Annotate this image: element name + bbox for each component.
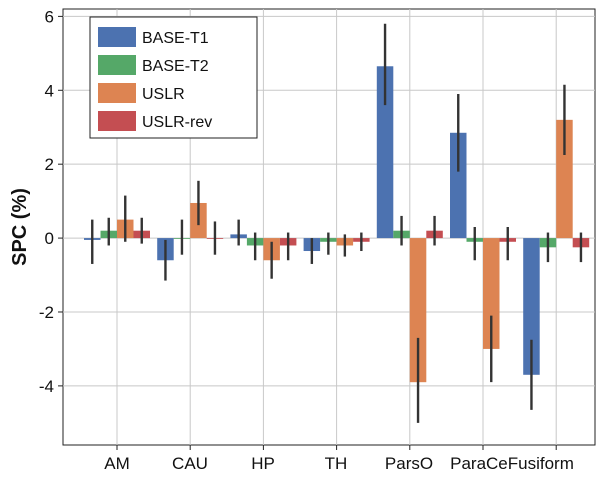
y-tick-label: 0 (45, 229, 54, 248)
legend-label-uslr: USLR (142, 86, 185, 103)
x-tick-label-paracefusiform: ParaCeFusiform (450, 454, 574, 473)
y-tick-label: -2 (39, 303, 54, 322)
legend-label-base-t1: BASE-T1 (142, 30, 209, 47)
legend-swatch-base-t1 (98, 27, 136, 47)
legend: BASE-T1 BASE-T2 USLR USLR-rev (89, 16, 258, 139)
legend-swatch-uslr (98, 83, 136, 103)
bar-base-t1-parso (376, 66, 394, 239)
bar-uslr-fusiform (556, 119, 573, 239)
y-tick-label: 2 (45, 155, 54, 174)
x-tick-label-hp: HP (251, 454, 275, 473)
legend-swatch-uslr-rev (98, 111, 136, 131)
bar-uslr-parso (409, 238, 427, 383)
bar-base-t1-fusiform (523, 238, 540, 375)
error-bars (91, 23, 583, 423)
y-axis-label: SPC (%) (9, 188, 31, 266)
y-tick-label: -4 (39, 377, 54, 396)
y-tick-label: 4 (45, 81, 54, 100)
legend-label-uslr-rev: USLR-rev (142, 114, 212, 131)
legend-swatch-base-t2 (98, 55, 136, 75)
x-tick-label-parso: ParsO (385, 454, 433, 473)
y-axis-ticks: -4 -2 0 2 4 6 (39, 7, 63, 396)
x-axis-ticks: AM CAU HP TH ParsO ParaCeFusiform (104, 445, 574, 473)
legend-label-base-t2: BASE-T2 (142, 58, 209, 75)
x-tick-label-th: TH (325, 454, 348, 473)
bar-base-t1-parace (450, 132, 467, 239)
y-tick-label: 6 (45, 7, 54, 26)
bar-uslr-parace (483, 238, 500, 349)
x-tick-label-am: AM (104, 454, 130, 473)
grid (63, 9, 595, 445)
x-tick-label-cau: CAU (172, 454, 208, 473)
